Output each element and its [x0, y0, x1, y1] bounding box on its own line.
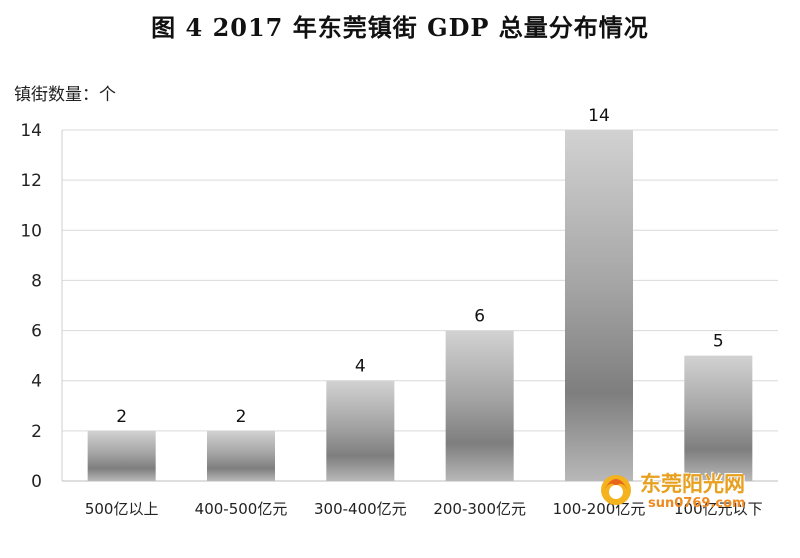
bar-2: [206, 430, 276, 481]
bar-1: [87, 430, 156, 481]
watermark-logo: 东莞阳光网 sun0769.com: [594, 466, 784, 516]
data-label-4: 6: [474, 307, 485, 327]
y-tick-label: 0: [31, 472, 42, 492]
data-label-5: 14: [588, 106, 610, 126]
y-tick-label: 4: [31, 372, 42, 392]
x-tick-label-4: 200-300亿元: [433, 500, 526, 518]
watermark-url: sun0769.com: [648, 496, 746, 511]
sun-flame-icon: [601, 475, 631, 505]
x-tick-label-1: 500亿以上: [85, 500, 159, 518]
bar-6: [684, 355, 753, 481]
plot-frame: [61, 130, 778, 482]
data-label-1: 2: [116, 407, 127, 427]
data-label-3: 4: [355, 357, 366, 377]
chart-title: 图 4 2017 年东莞镇街 GDP 总量分布情况: [151, 13, 649, 42]
y-tick-label: 14: [20, 121, 42, 141]
y-tick-label: 12: [20, 171, 42, 191]
y-axis-label: 镇街数量：个: [14, 85, 116, 105]
x-tick-label-2: 400-500亿元: [195, 500, 288, 518]
watermark-name: 东莞阳光网: [640, 472, 745, 496]
y-tick-labels: 0 2 4 6 8 10 12 14: [20, 121, 42, 492]
data-labels: 2 2 4 6 14 5: [116, 106, 723, 427]
x-tick-label-6: 100亿元以下: [674, 500, 763, 518]
y-tick-label: 2: [31, 422, 42, 442]
data-label-2: 2: [236, 407, 247, 427]
bar-5: [564, 130, 634, 481]
grid-lines: [62, 129, 778, 432]
y-tick-label: 6: [31, 322, 42, 342]
x-tick-label-5: 100-200亿元: [553, 500, 646, 518]
data-label-6: 5: [713, 332, 724, 352]
x-tick-labels: 500亿以上 400-500亿元 300-400亿元 200-300亿元 100-200…: [85, 500, 763, 518]
bar-4: [445, 330, 514, 481]
bars: [87, 130, 753, 481]
bar-3: [326, 380, 395, 481]
y-tick-label: 8: [31, 271, 42, 291]
y-tick-label: 10: [20, 221, 42, 241]
x-tick-label-3: 300-400亿元: [314, 500, 407, 518]
